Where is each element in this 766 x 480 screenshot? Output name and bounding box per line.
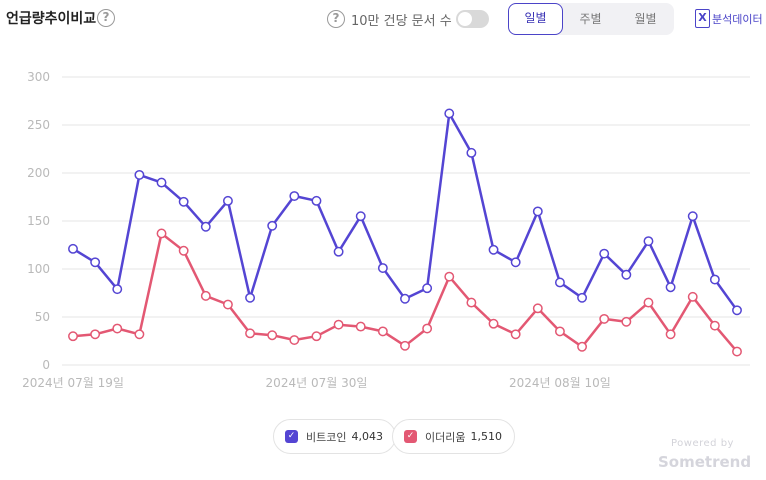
data-point[interactable] [68,331,78,342]
data-point[interactable] [621,269,632,280]
series-line-0 [72,112,739,312]
checkbox-icon[interactable]: ✓ [285,430,298,443]
data-point[interactable] [577,292,588,303]
line-chart: 0 50 100 150 200 250 300 2024년 07월 19일 2024년 07… [22,70,750,390]
legend-label: 비트코인 [306,430,347,444]
data-point[interactable] [333,319,344,330]
data-point[interactable] [444,108,455,119]
excel-icon[interactable]: X [695,9,710,28]
legend-item-bitcoin[interactable]: ✓ 비트코인 4,043 [273,419,396,454]
y-tick-label: 50 [35,310,50,324]
data-point[interactable] [444,271,455,282]
data-point[interactable] [488,244,499,255]
data-point[interactable] [377,326,388,337]
data-point[interactable] [90,257,101,268]
data-point[interactable] [112,284,123,295]
page-title: 언급량추이비교 [6,11,97,27]
legend-label: 이더리움 [425,430,466,444]
data-point[interactable] [134,169,145,180]
y-tick-label: 0 [42,358,50,372]
data-point[interactable] [709,320,720,331]
data-point[interactable] [709,274,720,285]
data-point[interactable] [554,277,565,288]
tab-daily[interactable]: 일별 [508,3,563,35]
legend-total: 1,510 [470,430,502,443]
data-point[interactable] [68,243,78,254]
x-tick-label: 2024년 07월 19일 [22,376,124,390]
y-tick-label: 150 [27,214,50,228]
data-point[interactable] [732,346,742,357]
data-point[interactable] [178,245,189,256]
data-point[interactable] [289,191,300,201]
data-point[interactable] [621,316,632,327]
data-point[interactable] [599,248,610,259]
data-point[interactable] [400,340,410,351]
tab-weekly[interactable]: 주별 [579,12,602,26]
data-point[interactable] [687,291,698,302]
question-circle-icon[interactable]: ? [97,9,115,27]
y-tick-label: 100 [27,262,50,276]
data-point[interactable] [267,330,278,341]
toggle-label: 10만 건당 문서 수 [351,14,452,29]
data-point[interactable] [422,323,433,334]
y-tick-label: 250 [27,118,50,132]
y-tick-label: 300 [27,70,50,84]
data-point[interactable] [466,297,477,308]
per-100k-toggle[interactable] [456,10,489,28]
x-tick-label: 2024년 07월 30일 [266,376,368,390]
export-data-button[interactable]: 분석데이터 [712,13,763,26]
data-point[interactable] [289,335,300,345]
checkbox-icon[interactable]: ✓ [404,430,417,443]
data-point[interactable] [488,318,499,329]
data-point[interactable] [400,293,410,304]
data-point[interactable] [355,211,366,222]
data-point[interactable] [643,236,654,247]
toggle-knob [458,12,472,26]
tab-monthly[interactable]: 월별 [634,12,657,26]
data-point[interactable] [200,221,211,232]
data-point[interactable] [90,329,101,340]
data-point[interactable] [178,196,189,207]
data-point[interactable] [466,147,477,158]
data-point[interactable] [311,331,322,342]
data-point[interactable] [245,328,256,339]
data-point[interactable] [510,329,521,340]
data-point[interactable] [665,282,676,293]
data-point[interactable] [532,206,543,217]
data-point[interactable] [422,283,433,294]
data-point[interactable] [112,323,123,334]
series-line-1 [72,232,738,353]
data-point[interactable] [222,299,233,310]
legend-item-ethereum[interactable]: ✓ 이더리움 1,510 [392,419,515,454]
data-point[interactable] [687,211,698,222]
data-point[interactable] [577,341,588,352]
data-point[interactable] [599,313,610,324]
data-point[interactable] [245,292,256,303]
question-circle-icon[interactable]: ? [327,10,345,28]
data-point[interactable] [333,246,344,257]
data-point[interactable] [377,263,388,273]
data-point[interactable] [532,303,543,314]
period-segmented-control: 일별 주별 월별 [508,3,674,35]
data-point[interactable] [554,326,565,337]
x-tick-label: 2024년 08월 10일 [509,376,611,390]
data-point[interactable] [222,195,233,206]
legend-total: 4,043 [351,430,383,443]
brand-logo: Sometrend [658,453,752,471]
data-point[interactable] [134,329,145,340]
data-point[interactable] [643,297,654,308]
data-point[interactable] [156,228,167,239]
data-point[interactable] [311,195,322,206]
data-point[interactable] [510,257,521,268]
data-point[interactable] [156,177,167,188]
data-point[interactable] [355,321,366,332]
data-point[interactable] [665,329,676,340]
data-point[interactable] [267,220,278,231]
powered-by-label: Powered by [671,438,734,449]
y-tick-label: 200 [27,166,50,180]
data-point[interactable] [200,290,211,301]
data-point[interactable] [732,305,742,316]
